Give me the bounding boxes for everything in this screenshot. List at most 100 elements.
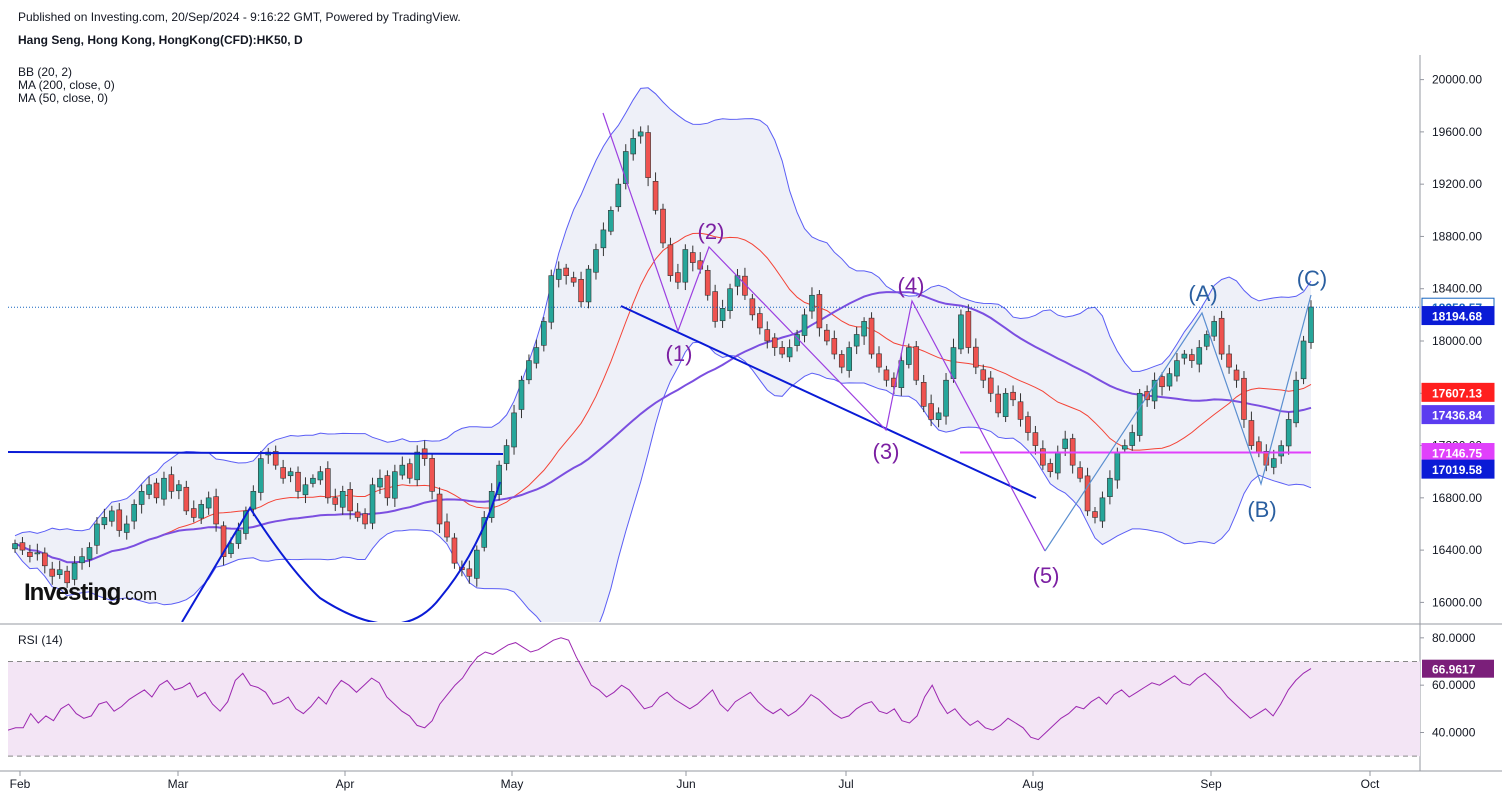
- candle-body: [1084, 475, 1091, 512]
- candle-body: [935, 412, 942, 420]
- price-tag-box: [1421, 405, 1495, 425]
- indicator-legend: BB (20, 2) MA (200, close, 0) MA (50, cl…: [18, 66, 115, 105]
- candle-body: [131, 504, 137, 522]
- rsi-plot-area: [8, 637, 1420, 757]
- candle-body: [600, 229, 607, 249]
- candle-body: [630, 138, 637, 155]
- rsi-value-tag: [1422, 659, 1494, 678]
- candle-body: [399, 464, 406, 476]
- wave-label: (3): [873, 439, 900, 464]
- candle-body: [295, 471, 301, 492]
- candle-body: [622, 151, 629, 184]
- abc-wave: [1044, 294, 1312, 552]
- candle-body: [712, 291, 718, 322]
- price-tag-label: 17607.13: [1432, 386, 1482, 400]
- candle-body: [1136, 392, 1143, 436]
- candle-body: [1211, 321, 1217, 337]
- candle-body: [905, 347, 912, 365]
- candle-body: [570, 277, 577, 283]
- price-tag-box: [1421, 306, 1495, 326]
- candle-body: [838, 354, 845, 368]
- candle-body: [369, 484, 376, 524]
- candle-body: [123, 523, 130, 533]
- wave-label: (C): [1297, 266, 1328, 291]
- candle-body: [1092, 511, 1098, 518]
- candle-body: [429, 458, 435, 492]
- x-tick-label: May: [501, 777, 524, 791]
- candle-body: [541, 321, 547, 346]
- x-tick-label: Jul: [838, 777, 853, 791]
- candle-body: [280, 467, 286, 479]
- candle-body: [205, 497, 212, 509]
- candle-body: [496, 464, 502, 495]
- legend-ma50: MA (50, close, 0): [18, 91, 109, 105]
- wave-label: (1): [666, 341, 693, 366]
- candle-body: [801, 314, 808, 336]
- candle-body: [1099, 497, 1106, 522]
- published-note: Published on Investing.com, 20/Sep/2024 …: [18, 10, 461, 24]
- candle-body: [876, 353, 882, 368]
- impulse-wave: [602, 112, 1046, 552]
- candle-body: [1114, 451, 1121, 481]
- candle-body: [347, 489, 353, 512]
- candle-body: [771, 337, 778, 348]
- candle-body: [555, 268, 562, 280]
- candle-body: [637, 131, 644, 137]
- price-tag-label: 17146.75: [1432, 447, 1482, 461]
- rsi-line: [8, 637, 1312, 741]
- chart-symbol-title: Hang Seng, Hong Kong, HongKong(CFD):HK50…: [18, 33, 303, 47]
- candle-body: [153, 482, 160, 499]
- y-tick-label: 18400.00: [1432, 282, 1482, 296]
- candle-body: [898, 360, 905, 388]
- candle-body: [585, 268, 592, 303]
- candle-body: [920, 382, 927, 407]
- candle-body: [846, 347, 853, 371]
- candle-body: [19, 542, 26, 551]
- candle-body: [1300, 340, 1307, 380]
- candle-body: [719, 308, 726, 322]
- candle-body: [883, 369, 890, 381]
- candle-body: [161, 477, 167, 500]
- candle-body: [466, 568, 473, 577]
- candle-body: [257, 458, 264, 493]
- price-tag-box: [1421, 382, 1495, 402]
- candle-body: [138, 491, 145, 505]
- y-tick-label: 19600.00: [1432, 125, 1482, 139]
- candle-body: [250, 491, 257, 510]
- candle-body: [980, 369, 987, 381]
- candle-body: [704, 269, 711, 296]
- candle-body: [1010, 391, 1016, 401]
- investing-watermark: Investing.com: [24, 579, 158, 606]
- candle-body: [995, 393, 1001, 414]
- candle-body: [1121, 445, 1128, 450]
- legend-ma200: MA (200, close, 0): [18, 78, 115, 92]
- candle-body: [526, 360, 532, 381]
- y-tick-label: 19200.00: [1432, 177, 1482, 191]
- candle-body: [310, 477, 316, 484]
- candle-body: [362, 513, 368, 525]
- wave-label: (B): [1247, 497, 1276, 522]
- rsi-title: RSI (14): [18, 633, 63, 647]
- candle-body: [913, 346, 920, 381]
- cup-pattern: [181, 481, 501, 622]
- candle-body: [1278, 445, 1285, 457]
- wave-label: (2): [698, 219, 725, 244]
- candle-body: [109, 510, 115, 522]
- candle-body: [94, 523, 100, 546]
- candle-body: [958, 314, 964, 350]
- candle-body: [451, 537, 458, 564]
- candle-body: [1285, 419, 1292, 447]
- candle-body: [1025, 416, 1031, 433]
- candle-body: [1062, 438, 1069, 449]
- candle-body: [1181, 353, 1188, 359]
- x-tick-label: Aug: [1022, 777, 1043, 791]
- candle-body: [615, 183, 622, 208]
- descending-trendline: [620, 305, 1037, 499]
- candle-body: [868, 317, 875, 355]
- y-tick-label: 18800.00: [1432, 229, 1482, 243]
- candle-body: [272, 451, 279, 466]
- candle-body: [392, 471, 398, 499]
- y-tick-label: 16400.00: [1432, 543, 1482, 557]
- candle-body: [190, 508, 197, 518]
